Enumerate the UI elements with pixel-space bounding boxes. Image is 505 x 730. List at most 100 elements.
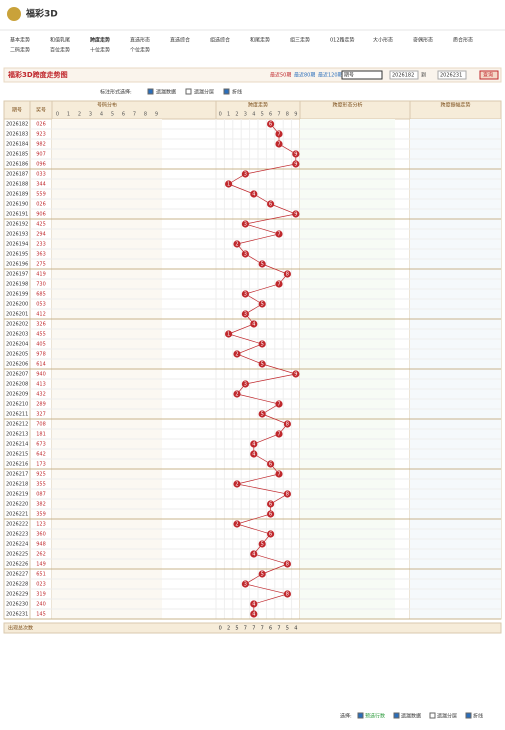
input-to[interactable] bbox=[437, 70, 467, 80]
span-value: 4 bbox=[252, 192, 255, 198]
span-ball bbox=[258, 360, 266, 368]
input-from[interactable] bbox=[389, 70, 419, 80]
issue: 2026215 bbox=[6, 452, 28, 458]
nav-link[interactable]: 跨度走势 bbox=[90, 37, 110, 44]
issue: 2026186 bbox=[6, 162, 28, 168]
range-link[interactable]: 最近120期 bbox=[318, 72, 343, 79]
span-value: 4 bbox=[252, 552, 255, 558]
prize-number: 363 bbox=[36, 252, 46, 258]
nav-link[interactable]: 奇偶形态 bbox=[413, 37, 433, 44]
span-ball bbox=[233, 240, 241, 248]
issue: 2026198 bbox=[6, 282, 28, 288]
span-ball bbox=[292, 370, 300, 378]
span-ball bbox=[241, 220, 249, 228]
span-ball bbox=[267, 200, 275, 208]
nav-link[interactable]: 大小形态 bbox=[373, 37, 393, 44]
logo-icon bbox=[7, 7, 21, 21]
checkbox[interactable] bbox=[357, 712, 364, 719]
checkbox[interactable] bbox=[465, 712, 472, 719]
digit-header: 1 bbox=[227, 112, 230, 118]
prize-number: 026 bbox=[36, 122, 46, 128]
nav-link[interactable]: 个位走势 bbox=[130, 47, 150, 54]
digit-header: 3 bbox=[244, 112, 247, 118]
issue: 2026211 bbox=[6, 412, 28, 418]
prize-number: 181 bbox=[36, 432, 46, 438]
checkbox[interactable] bbox=[429, 712, 436, 719]
prize-number: 087 bbox=[36, 492, 46, 498]
column-header: 跨度振幅走势 bbox=[440, 102, 470, 109]
issue: 2026202 bbox=[6, 322, 28, 328]
nav-link[interactable]: 组选综合 bbox=[210, 37, 230, 44]
span-ball bbox=[258, 300, 266, 308]
filter-option: 遗漏分层 bbox=[194, 89, 214, 96]
checkbox[interactable] bbox=[185, 88, 192, 95]
span-value: 6 bbox=[269, 122, 272, 128]
span-value: 4 bbox=[252, 602, 255, 608]
issue: 2026204 bbox=[6, 342, 28, 348]
span-ball bbox=[292, 150, 300, 158]
prize-number: 923 bbox=[36, 132, 46, 138]
checkbox[interactable] bbox=[223, 88, 230, 95]
nav-link[interactable]: 百位走势 bbox=[50, 47, 70, 54]
issue: 2026220 bbox=[6, 502, 28, 508]
span-ball bbox=[283, 560, 291, 568]
span-ball bbox=[241, 170, 249, 178]
filter-option: 折线 bbox=[232, 89, 242, 96]
nav-link[interactable]: 012路走势 bbox=[330, 37, 355, 44]
query-button[interactable] bbox=[479, 70, 499, 80]
digit-header: 1 bbox=[67, 112, 70, 118]
span-value: 8 bbox=[286, 422, 289, 428]
nav-link[interactable]: 二码走势 bbox=[10, 47, 30, 54]
span-value: 6 bbox=[269, 512, 272, 518]
span-ball bbox=[233, 480, 241, 488]
span-value: 4 bbox=[252, 612, 255, 618]
issue: 2026199 bbox=[6, 292, 28, 298]
digit-header: 0 bbox=[56, 112, 59, 118]
span-count: 2 bbox=[227, 626, 230, 632]
span-ball bbox=[275, 130, 283, 138]
nav-link[interactable]: 和值乳尾 bbox=[50, 37, 70, 44]
span-value: 6 bbox=[269, 502, 272, 508]
nav-link[interactable]: 基本走势 bbox=[10, 37, 30, 44]
column-header: 期号 bbox=[12, 108, 22, 114]
nav-link[interactable]: 和尾走势 bbox=[250, 37, 270, 44]
nav-link[interactable]: 质合形态 bbox=[453, 37, 473, 44]
issue: 2026190 bbox=[6, 202, 28, 208]
span-value: 1 bbox=[227, 332, 230, 338]
checkbox[interactable] bbox=[393, 712, 400, 719]
span-value: 8 bbox=[286, 562, 289, 568]
nav-link[interactable]: 直选形态 bbox=[130, 37, 150, 44]
prize-number: 145 bbox=[36, 612, 46, 618]
issue: 2026197 bbox=[6, 272, 28, 278]
column-header: 号码分布 bbox=[97, 102, 117, 109]
span-ball bbox=[233, 390, 241, 398]
span-ball bbox=[275, 400, 283, 408]
range-link[interactable]: 最近50期 bbox=[270, 72, 291, 79]
nav-link[interactable]: 直选综合 bbox=[170, 37, 190, 44]
span-count: 7 bbox=[244, 626, 247, 632]
span-ball bbox=[275, 230, 283, 238]
range-link[interactable]: 最近80期 bbox=[294, 72, 315, 79]
span-ball bbox=[275, 140, 283, 148]
issue: 2026209 bbox=[6, 392, 28, 398]
query-button-text: 查询 bbox=[483, 72, 493, 79]
issue: 2026189 bbox=[6, 192, 28, 198]
prize-number: 559 bbox=[36, 192, 46, 198]
issue: 2026223 bbox=[6, 532, 28, 538]
issue: 2026208 bbox=[6, 382, 28, 388]
span-ball bbox=[250, 440, 258, 448]
issue: 2026193 bbox=[6, 232, 28, 238]
span-ball bbox=[267, 460, 275, 468]
span-ball bbox=[250, 610, 258, 618]
digit-header: 0 bbox=[219, 112, 222, 118]
span-ball bbox=[283, 590, 291, 598]
checkbox[interactable] bbox=[147, 88, 154, 95]
nav-link[interactable]: 组三走势 bbox=[290, 37, 310, 44]
prize-number: 326 bbox=[36, 322, 46, 328]
prize-number: 275 bbox=[36, 262, 46, 268]
nav-link[interactable]: 十位走势 bbox=[90, 47, 110, 54]
prize-number: 614 bbox=[36, 362, 46, 368]
select-box[interactable] bbox=[341, 70, 383, 80]
prize-number: 405 bbox=[36, 342, 46, 348]
